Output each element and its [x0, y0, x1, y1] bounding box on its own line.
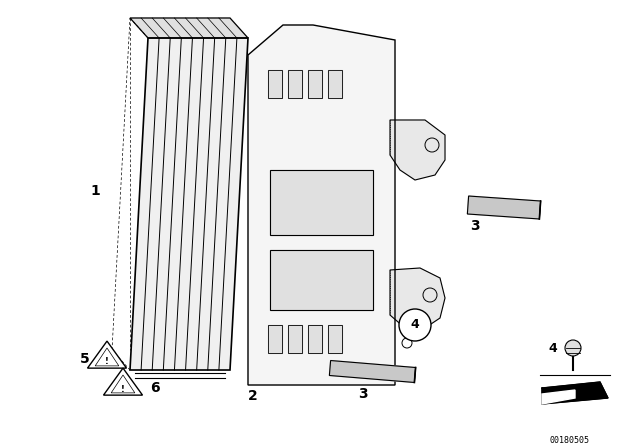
Polygon shape [308, 70, 322, 98]
Polygon shape [248, 25, 395, 385]
Polygon shape [268, 325, 282, 353]
Text: 3: 3 [470, 219, 479, 233]
Polygon shape [270, 250, 373, 310]
Polygon shape [104, 368, 143, 395]
Polygon shape [328, 325, 342, 353]
Text: 00180505: 00180505 [550, 436, 590, 445]
Circle shape [565, 340, 581, 356]
Text: 6: 6 [150, 381, 159, 395]
Text: 2: 2 [248, 389, 258, 403]
Polygon shape [88, 341, 127, 368]
Polygon shape [270, 170, 373, 235]
Polygon shape [130, 38, 248, 370]
Polygon shape [390, 268, 445, 328]
Polygon shape [542, 390, 575, 404]
Text: 5: 5 [80, 352, 90, 366]
Text: !: ! [105, 358, 109, 366]
Polygon shape [328, 70, 342, 98]
Polygon shape [268, 70, 282, 98]
Text: 3: 3 [358, 387, 367, 401]
Polygon shape [330, 361, 415, 383]
Text: !: ! [121, 384, 125, 393]
Polygon shape [390, 120, 445, 180]
Text: 1: 1 [90, 184, 100, 198]
Text: 4: 4 [548, 342, 557, 355]
Polygon shape [130, 18, 248, 38]
Circle shape [399, 309, 431, 341]
Polygon shape [288, 325, 302, 353]
Polygon shape [288, 70, 302, 98]
Polygon shape [542, 382, 608, 404]
Polygon shape [467, 196, 541, 219]
Polygon shape [308, 325, 322, 353]
Text: 4: 4 [411, 319, 419, 332]
